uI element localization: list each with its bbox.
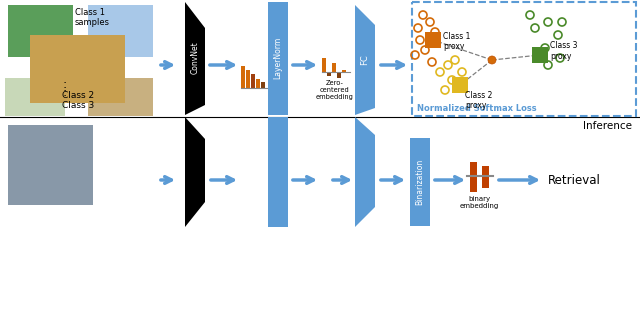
Bar — [332, 63, 336, 72]
Bar — [482, 166, 489, 188]
Bar — [470, 162, 477, 192]
Bar — [8, 125, 93, 205]
Bar — [8, 5, 73, 57]
Polygon shape — [355, 117, 375, 227]
Bar — [88, 5, 153, 57]
Text: Class 3
proxy: Class 3 proxy — [550, 41, 577, 61]
Bar — [268, 2, 288, 115]
Bar — [322, 58, 326, 72]
Bar — [327, 72, 331, 76]
Bar — [5, 78, 65, 116]
Bar — [261, 82, 265, 88]
Bar — [251, 74, 255, 88]
Bar — [532, 47, 548, 63]
Polygon shape — [185, 2, 205, 115]
Text: FC: FC — [360, 55, 369, 65]
Bar — [246, 70, 250, 88]
Bar — [30, 35, 125, 103]
Text: Inference: Inference — [583, 121, 632, 131]
Bar — [268, 117, 288, 227]
Text: :: : — [63, 85, 67, 98]
Text: Binarization: Binarization — [415, 159, 424, 205]
Bar — [337, 72, 341, 78]
Text: binary
embedding: binary embedding — [460, 196, 499, 209]
Text: Class 1
proxy: Class 1 proxy — [443, 32, 470, 51]
Text: Class 2
proxy: Class 2 proxy — [465, 91, 492, 111]
Polygon shape — [185, 117, 205, 227]
Text: Class 2
Class 3: Class 2 Class 3 — [62, 90, 94, 110]
Bar — [410, 138, 430, 226]
Text: ConvNet: ConvNet — [191, 42, 200, 74]
Text: Training: Training — [591, 103, 632, 113]
Text: LayerNorm: LayerNorm — [273, 37, 282, 79]
Bar — [241, 66, 245, 88]
Bar — [425, 32, 441, 48]
Bar — [452, 77, 468, 93]
Bar — [88, 78, 153, 116]
Bar — [342, 70, 346, 72]
Text: Retrieval: Retrieval — [548, 174, 601, 187]
Bar — [256, 79, 260, 88]
Text: :: : — [63, 78, 67, 91]
Polygon shape — [355, 5, 375, 115]
Text: Class 1
samples: Class 1 samples — [75, 8, 110, 27]
FancyBboxPatch shape — [412, 2, 636, 116]
Circle shape — [488, 56, 496, 64]
Text: Zero-
centered
embedding: Zero- centered embedding — [316, 80, 354, 100]
Text: Normalized Softmax Loss: Normalized Softmax Loss — [417, 104, 536, 113]
